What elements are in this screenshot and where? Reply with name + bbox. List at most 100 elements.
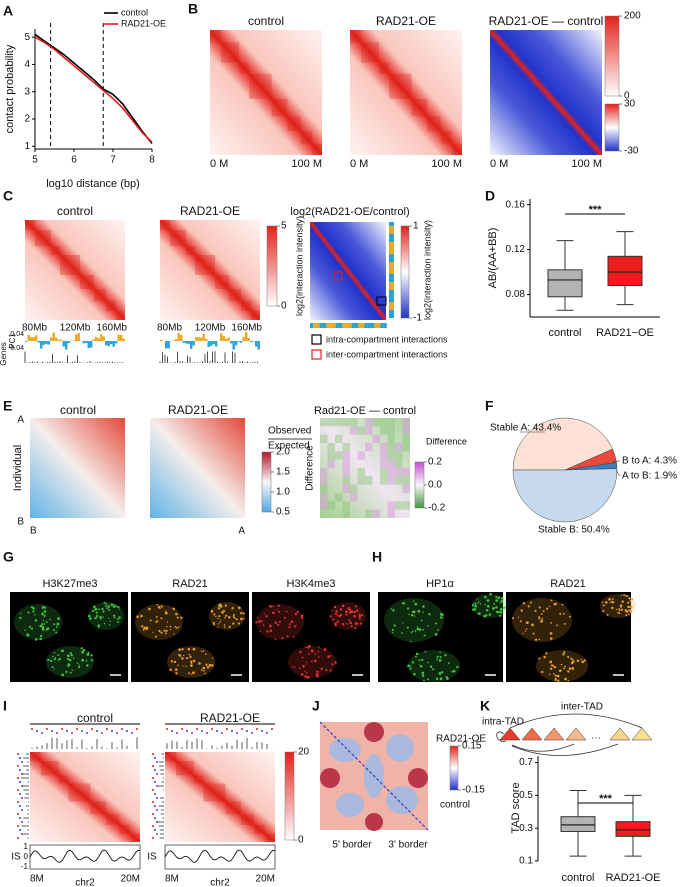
- speckle: [87, 651, 90, 654]
- speckle: [116, 618, 119, 621]
- speckle: [286, 635, 289, 638]
- speckle: [260, 619, 263, 622]
- label: 5' border: [332, 840, 372, 851]
- nucleus: [46, 646, 94, 678]
- track-dot: [176, 732, 178, 734]
- speckle: [570, 661, 574, 665]
- y-tick-label: 3: [24, 86, 30, 97]
- speckle: [628, 597, 631, 600]
- speckle: [265, 615, 268, 618]
- speckle: [434, 633, 438, 636]
- speckle: [24, 629, 26, 631]
- speckle: [99, 615, 102, 619]
- heatmap: [150, 418, 245, 518]
- heatmap-domain: [130, 833, 140, 842]
- speckle: [556, 674, 560, 678]
- diff-cell: [380, 476, 388, 485]
- speckle: [155, 620, 158, 623]
- track-dot: [246, 730, 248, 732]
- pc1-side: [389, 234, 394, 238]
- pie-slice: [512, 417, 613, 471]
- colorbar: [604, 103, 620, 152]
- speckle: [471, 604, 475, 607]
- speckle: [95, 614, 99, 618]
- colorbar-tick-label: -1: [413, 313, 422, 324]
- heatmap-domain: [221, 42, 240, 63]
- speckle: [563, 667, 565, 670]
- diff-cell: [380, 451, 388, 460]
- speckle: [519, 620, 522, 623]
- speckle: [618, 608, 621, 611]
- speckle: [499, 608, 503, 611]
- pc1-bar: [45, 341, 48, 344]
- speckle: [538, 657, 541, 660]
- speckle: [103, 622, 106, 625]
- x-tick-label: 8: [149, 155, 155, 166]
- track-dot: [46, 728, 48, 730]
- speckle: [93, 605, 96, 609]
- speckle: [618, 609, 621, 612]
- speckle: [437, 629, 439, 631]
- speckle: [420, 619, 423, 622]
- speckle: [550, 599, 553, 602]
- speckle: [488, 613, 491, 616]
- speckle: [627, 613, 630, 616]
- pc1-bar: [100, 334, 103, 341]
- speckle: [411, 613, 414, 617]
- track-dot: [236, 732, 238, 734]
- speckle: [517, 616, 520, 619]
- speckle: [493, 602, 496, 605]
- diff-cell: [327, 501, 335, 510]
- depletion: [386, 734, 414, 762]
- speckle: [414, 602, 418, 606]
- pc1-bottom: [316, 323, 320, 328]
- diff-cell: [342, 509, 350, 518]
- speckle: [71, 669, 73, 671]
- speckle: [221, 611, 224, 614]
- heatmap-domain: [106, 301, 116, 311]
- speckle: [303, 664, 305, 667]
- label: contact probability: [4, 44, 16, 133]
- pc1-bar: [172, 340, 175, 341]
- track-dot: [156, 833, 158, 835]
- heatmap-domain: [80, 275, 94, 289]
- speckle: [299, 650, 302, 653]
- heatmap: [350, 30, 462, 155]
- track-dot: [156, 797, 158, 799]
- speckle: [331, 609, 333, 611]
- inter-arc: [509, 713, 643, 729]
- pc1-bar: [115, 341, 118, 344]
- speckle: [217, 623, 220, 625]
- pc1-side: [389, 298, 394, 302]
- label: Difference: [305, 445, 316, 491]
- speckle: [495, 596, 498, 598]
- speckle: [349, 621, 353, 625]
- speckle: [108, 609, 111, 612]
- diff-cell: [350, 484, 358, 493]
- speckle: [486, 599, 490, 602]
- speckle: [486, 604, 490, 608]
- diff-cell: [395, 459, 403, 468]
- speckle: [553, 665, 557, 669]
- speckle: [434, 622, 438, 625]
- speckle: [217, 626, 219, 628]
- speckle: [152, 631, 154, 633]
- speckle: [204, 672, 206, 675]
- speckle: [272, 611, 275, 615]
- speckle: [78, 664, 80, 666]
- track-dot: [17, 789, 19, 791]
- speckle: [60, 649, 63, 652]
- colorbar-tick-label: 1.0: [276, 487, 290, 498]
- diff-cell: [387, 451, 395, 460]
- speckle: [140, 625, 144, 628]
- speckle: [474, 602, 477, 605]
- label: 0 M: [210, 158, 228, 170]
- heatmap-domain: [254, 824, 266, 834]
- y-tick-label: 0.7: [519, 757, 533, 768]
- pc1-bar: [242, 336, 245, 341]
- speckle: [549, 637, 553, 640]
- diff-cell: [335, 492, 343, 502]
- speckle: [346, 623, 348, 625]
- speckle: [500, 599, 504, 603]
- speckle: [538, 606, 541, 609]
